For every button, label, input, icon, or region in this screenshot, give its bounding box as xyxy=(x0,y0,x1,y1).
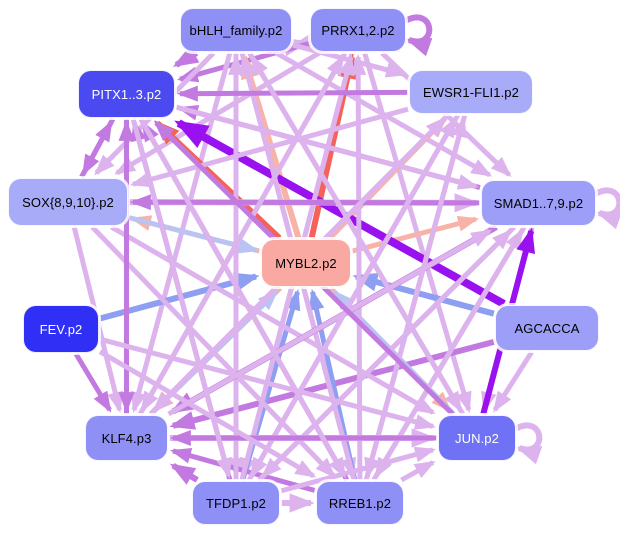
graph-self-loop xyxy=(593,187,620,230)
graph-edge xyxy=(99,336,437,430)
graph-node-rreb1[interactable]: RREB1.p2 xyxy=(316,481,404,525)
graph-edge xyxy=(172,45,200,68)
graph-edge xyxy=(79,120,113,179)
graph-node-jun[interactable]: JUN.p2 xyxy=(438,415,516,461)
graph-edge xyxy=(169,338,495,430)
graph-node-mybl2[interactable]: MYBL2.p2 xyxy=(261,239,351,287)
graph-node-label: RREB1.p2 xyxy=(328,495,392,511)
graph-edge xyxy=(152,286,283,413)
graph-node-label: KLF4.p3 xyxy=(101,430,152,446)
graph-edge xyxy=(241,53,302,239)
graph-edge xyxy=(352,272,495,317)
graph-edge xyxy=(281,37,309,57)
graph-node-label: AGCACCA xyxy=(514,320,580,336)
graph-edge xyxy=(400,460,436,483)
graph-node-label: JUN.p2 xyxy=(455,430,499,446)
graph-edge xyxy=(351,215,480,254)
graph-edge xyxy=(176,105,481,190)
graph-edge xyxy=(149,289,279,416)
graph-node-label: EWSR1-FLI1.p2 xyxy=(423,84,519,100)
graph-node-label: FEV.p2 xyxy=(39,321,83,337)
graph-edge xyxy=(128,193,480,213)
graph-edge xyxy=(99,272,260,322)
graph-edge xyxy=(81,117,116,176)
graph-edge xyxy=(328,286,452,413)
graph-edge xyxy=(169,463,199,485)
graph-node-smad[interactable]: SMAD1..7,9.p2 xyxy=(481,180,596,226)
graph-edge xyxy=(129,215,261,254)
graph-node-label: PITX1..3.p2 xyxy=(91,86,162,102)
graph-edge xyxy=(246,116,458,482)
graph-node-ewsr[interactable]: EWSR1-FLI1.p2 xyxy=(409,70,533,114)
graph-edge xyxy=(138,117,347,479)
graph-self-loop xyxy=(403,14,433,57)
graph-edge xyxy=(140,120,350,482)
graph-edge xyxy=(129,106,409,188)
graph-node-klf4[interactable]: KLF4.p3 xyxy=(85,415,168,461)
graph-node-pitx[interactable]: PITX1..3.p2 xyxy=(78,70,175,118)
graph-node-tfdp1[interactable]: TFDP1.p2 xyxy=(192,481,280,525)
graph-edge xyxy=(129,194,481,211)
graph-edge xyxy=(328,116,448,240)
graph-edge xyxy=(175,104,480,190)
graph-edge xyxy=(293,29,321,49)
graph-node-sox[interactable]: SOX{8,9,10}.p2 xyxy=(8,178,128,226)
graph-edge xyxy=(176,85,409,102)
graph-node-label: TFDP1.p2 xyxy=(205,495,267,511)
graph-node-label: PRRX1,2.p2 xyxy=(321,22,395,38)
graph-edge xyxy=(249,113,461,479)
graph-node-fev[interactable]: FEV.p2 xyxy=(23,305,99,353)
graph-node-bhlh[interactable]: bHLH_family.p2 xyxy=(180,8,292,52)
graph-edge xyxy=(240,288,301,481)
graph-edge xyxy=(154,120,282,241)
graph-edge xyxy=(308,53,357,239)
graph-edge xyxy=(492,350,534,413)
graph-edge xyxy=(128,215,260,254)
graph-edge xyxy=(308,288,358,481)
graph-edge xyxy=(350,53,367,481)
graph-node-label: SMAD1..7,9.p2 xyxy=(493,195,584,211)
graph-self-loop xyxy=(513,422,543,465)
graph-node-label: SOX{8,9,10}.p2 xyxy=(22,194,114,210)
graph-node-label: MYBL2.p2 xyxy=(275,255,337,271)
graph-node-agcacca[interactable]: AGCACCA xyxy=(495,305,599,351)
graph-node-label: bHLH_family.p2 xyxy=(189,22,283,38)
graph-edge xyxy=(73,352,112,413)
graph-edge xyxy=(332,289,456,416)
graph-node-prrx[interactable]: PRRX1,2.p2 xyxy=(310,8,406,52)
